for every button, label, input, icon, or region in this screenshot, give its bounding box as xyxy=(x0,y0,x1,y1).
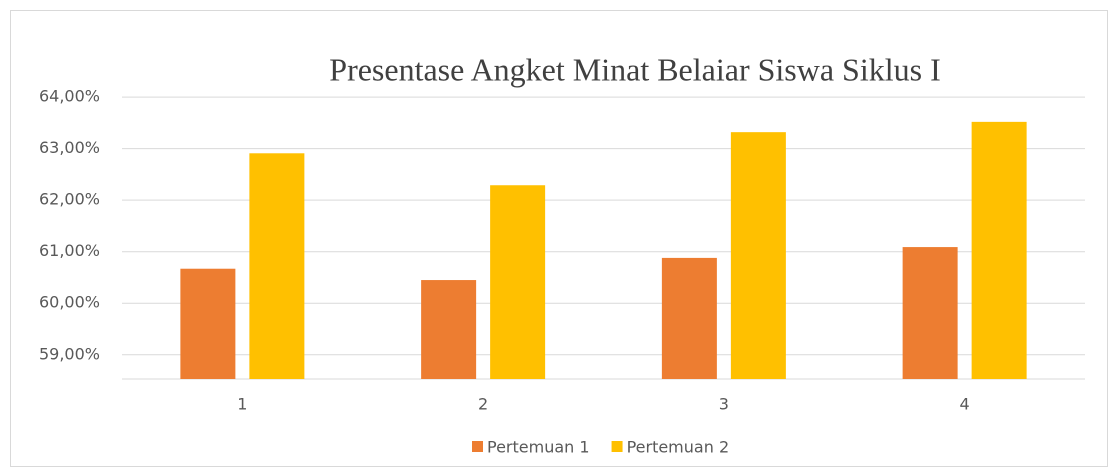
bar xyxy=(661,257,717,379)
y-tick-label: 64,00% xyxy=(39,87,100,106)
y-tick-label: 59,00% xyxy=(39,344,100,363)
x-tick-label: 3 xyxy=(719,395,729,414)
bar xyxy=(180,268,236,379)
bar xyxy=(490,185,546,379)
legend-label: Pertemuan 2 xyxy=(627,438,730,457)
chart-border xyxy=(10,10,1108,467)
bar xyxy=(249,153,305,379)
y-tick-label: 62,00% xyxy=(39,190,100,209)
x-tick-label: 4 xyxy=(960,395,970,414)
x-tick-label: 2 xyxy=(478,395,488,414)
legend-swatch xyxy=(611,441,623,452)
y-tick-label: 63,00% xyxy=(39,138,100,157)
bar xyxy=(971,121,1027,379)
x-tick-label: 1 xyxy=(237,395,247,414)
bar xyxy=(902,247,958,379)
chart-title: Presentase Angket Minat Belaiar Siswa Si… xyxy=(329,51,940,87)
bar xyxy=(730,132,786,379)
y-tick-label: 60,00% xyxy=(39,293,100,312)
legend-swatch xyxy=(472,441,483,452)
y-tick-label: 61,00% xyxy=(39,241,100,260)
legend-label: Pertemuan 1 xyxy=(487,438,590,457)
bar xyxy=(421,280,477,379)
